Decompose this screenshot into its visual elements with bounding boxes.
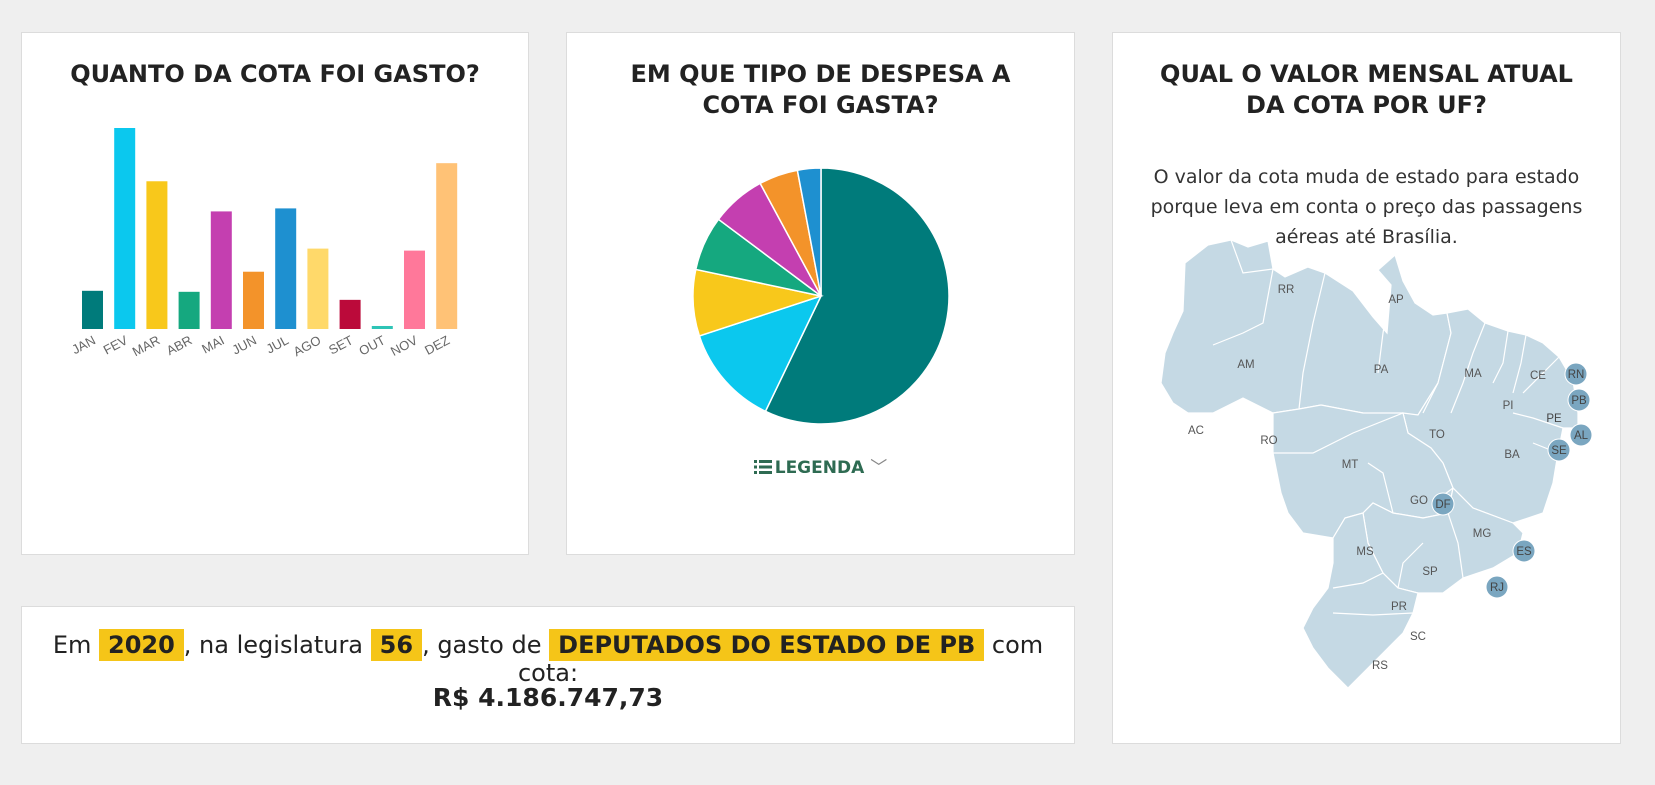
bar-fev[interactable]	[114, 128, 136, 329]
pie-card-title: EM QUE TIPO DE DESPESA A COTA FOI GASTA?	[567, 59, 1074, 121]
tick-label-mar: MAR	[130, 332, 163, 359]
state-label-sp[interactable]: SP	[1422, 566, 1438, 578]
tick-label-out: OUT	[356, 332, 387, 358]
pie-slice-1[interactable]	[764, 167, 950, 425]
state-marker-es[interactable]: ES	[1512, 539, 1536, 563]
bar-card-title: QUANTO DA COTA FOI GASTO?	[70, 60, 480, 88]
pie-slice-7[interactable]	[796, 167, 822, 297]
state-label-pr[interactable]: PR	[1391, 601, 1407, 613]
state-label-ba[interactable]: BA	[1504, 449, 1520, 461]
bar-dez[interactable]	[436, 163, 458, 329]
state-marker-rj[interactable]: RJ	[1485, 575, 1509, 599]
quota-by-state-card: QUAL O VALOR MENSAL ATUAL DA COTA POR UF…	[1112, 32, 1621, 744]
year-selector[interactable]: 2020	[99, 629, 184, 661]
state-labels: RR AP AM PA MA CE PI AC RO TO MT BA GO MG MS SP PR SC RS	[1188, 284, 1546, 672]
total-spent-value: R$ 4.186.747,73	[432, 683, 664, 712]
state-marker-label-rj: RJ	[1490, 582, 1504, 594]
pie-slice-2[interactable]	[698, 294, 823, 413]
monthly-spending-card: QUANTO DA COTA FOI GASTO? JAN FEV MAR ABR MA…	[21, 32, 529, 555]
summary-mid1: , na legislatura	[183, 631, 364, 659]
chevron-down-icon: ﹀	[870, 458, 888, 478]
bar-ago[interactable]	[307, 248, 329, 329]
state-label-ac[interactable]: AC	[1188, 425, 1204, 437]
state-marker-df[interactable]: DF	[1431, 492, 1455, 516]
state-label-pa[interactable]: PA	[1374, 364, 1389, 376]
state-label-mt[interactable]: MT	[1342, 459, 1359, 471]
bar-jan[interactable]	[82, 290, 103, 329]
state-label-ro[interactable]: RO	[1260, 435, 1277, 447]
tick-label-set: SET	[326, 332, 355, 357]
state-marker-label-se: SE	[1551, 445, 1567, 457]
bar-out[interactable]	[371, 325, 393, 329]
bar-abr[interactable]	[178, 291, 200, 329]
tick-label-jan: JAN	[69, 332, 98, 357]
pie-card-title-line1: EM QUE TIPO DE DESPESA A	[630, 60, 1011, 88]
expense-pie-chart	[692, 167, 950, 425]
state-marker-se[interactable]: SE	[1547, 438, 1571, 462]
legislature-selector[interactable]: 56	[370, 629, 423, 661]
summary-sentence: Em 2020, na legislatura 56, gasto de DEP…	[22, 629, 1074, 687]
state-marker-label-df: DF	[1435, 499, 1450, 511]
tick-label-ago: AGO	[291, 332, 324, 359]
summary-prefix: Em	[52, 631, 92, 659]
bar-nov[interactable]	[404, 250, 425, 329]
state-label-sc[interactable]: SC	[1410, 631, 1426, 643]
tick-label-abr: ABR	[164, 332, 195, 358]
map-description: O valor da cota muda de estado para esta…	[1150, 166, 1583, 248]
state-marker-label-pe: PE	[1546, 413, 1562, 425]
state-label-go[interactable]: GO	[1410, 495, 1428, 507]
bar-jun[interactable]	[243, 271, 264, 329]
state-label-ma[interactable]: MA	[1464, 368, 1482, 380]
legend-toggle-label: LEGENDA	[774, 458, 865, 478]
summary-suffix: com cota:	[517, 631, 1044, 687]
summary-mid2: , gasto de	[422, 631, 542, 659]
state-label-pi[interactable]: PI	[1503, 400, 1514, 412]
expense-type-card: EM QUE TIPO DE DESPESA A COTA FOI GASTA?…	[566, 32, 1075, 555]
state-marker-pb[interactable]: PB	[1567, 388, 1591, 412]
tick-label-mai: MAI	[199, 332, 226, 356]
monthly-bar-chart: JAN FEV MAR ABR MAI JUN JUL AGO SET OUT NOV DEZ	[69, 128, 458, 359]
bar-mar[interactable]	[146, 181, 168, 329]
state-marker-label-pb: PB	[1571, 395, 1587, 407]
map-card-title-line1: QUAL O VALOR MENSAL ATUAL	[1160, 60, 1573, 88]
state-label-rr[interactable]: RR	[1278, 284, 1295, 296]
state-markers: RN PB PE AL SE DF ES RJ	[1431, 362, 1593, 599]
legend-toggle-button[interactable]: LEGENDA ﹀	[567, 453, 1074, 478]
bar-set[interactable]	[339, 299, 361, 329]
state-label-mg[interactable]: MG	[1473, 528, 1492, 540]
state-label-ce[interactable]: CE	[1530, 370, 1546, 382]
brazil-map: RR AP AM PA MA CE PI AC RO TO MT BA GO MG MS SP PR SC RS R…	[1160, 239, 1593, 689]
brazil-map-shapes	[1160, 239, 1579, 689]
state-label-ap[interactable]: AP	[1388, 294, 1404, 306]
bar-mai[interactable]	[210, 211, 232, 329]
tick-label-dez: DEZ	[422, 332, 452, 357]
deputy-selector[interactable]: DEPUTADOS DO ESTADO DE PB	[549, 629, 985, 661]
bar-jul[interactable]	[275, 208, 297, 329]
state-marker-pe[interactable]: PE	[1546, 413, 1562, 425]
state-marker-rn[interactable]: RN	[1564, 362, 1588, 386]
map-card-title: QUAL O VALOR MENSAL ATUAL DA COTA POR UF…	[1113, 59, 1620, 121]
state-label-to[interactable]: TO	[1429, 429, 1445, 441]
state-label-rs[interactable]: RS	[1372, 660, 1388, 672]
tick-label-jun: JUN	[230, 332, 259, 357]
tick-label-jul: JUL	[264, 332, 291, 356]
state-marker-label-rn: RN	[1568, 369, 1585, 381]
summary-card: Em 2020, na legislatura 56, gasto de DEP…	[21, 606, 1075, 744]
map-card-title-line2: DA COTA POR UF?	[1246, 91, 1487, 119]
pie-card-title-line2: COTA FOI GASTA?	[702, 91, 939, 119]
state-label-am[interactable]: AM	[1237, 359, 1254, 371]
state-marker-al[interactable]: AL	[1569, 423, 1593, 447]
state-marker-label-al: AL	[1574, 430, 1589, 442]
list-icon	[753, 460, 772, 474]
tick-label-fev: FEV	[101, 332, 131, 357]
state-marker-label-es: ES	[1516, 546, 1532, 558]
tick-label-nov: NOV	[388, 332, 420, 359]
map-region-north	[1160, 239, 1452, 416]
state-label-ms[interactable]: MS	[1356, 546, 1374, 558]
